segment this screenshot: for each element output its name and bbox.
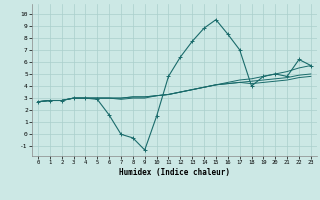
X-axis label: Humidex (Indice chaleur): Humidex (Indice chaleur) xyxy=(119,168,230,177)
